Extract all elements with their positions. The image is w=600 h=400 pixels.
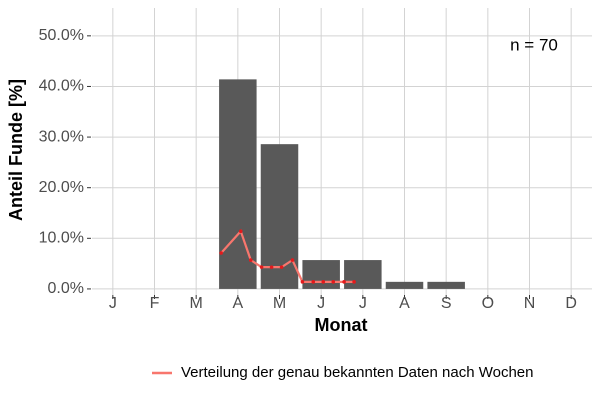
line-point bbox=[259, 265, 264, 269]
bar bbox=[427, 281, 465, 289]
y-tick-label: 30.0% bbox=[39, 128, 84, 145]
x-tick-label: J bbox=[359, 295, 367, 312]
line-point bbox=[342, 280, 346, 284]
line-point bbox=[290, 258, 295, 262]
x-tick-label: S bbox=[441, 295, 452, 312]
line-point bbox=[238, 229, 243, 234]
x-tick-label: A bbox=[399, 295, 410, 312]
line-point bbox=[311, 280, 316, 284]
line-point bbox=[219, 251, 223, 255]
line-point bbox=[248, 258, 253, 262]
line-point bbox=[300, 280, 305, 284]
bar bbox=[385, 281, 424, 289]
bar bbox=[260, 144, 299, 289]
line-point bbox=[269, 265, 274, 269]
x-axis-label: Monat bbox=[315, 315, 368, 335]
line-point bbox=[331, 280, 336, 284]
y-tick-label: 40.0% bbox=[39, 78, 84, 95]
x-tick-label: M bbox=[190, 295, 203, 312]
y-tick-label: 0.0% bbox=[48, 280, 84, 297]
x-tick-label: M bbox=[273, 295, 286, 312]
legend-label: Verteilung der genau bekannten Daten nac… bbox=[181, 364, 534, 381]
line-point bbox=[352, 280, 356, 284]
annotation: n = 70 bbox=[510, 35, 558, 54]
y-tick-label: 10.0% bbox=[39, 230, 84, 247]
x-tick-label: O bbox=[482, 295, 494, 312]
line-point bbox=[321, 280, 326, 284]
x-tick-label: D bbox=[565, 295, 577, 312]
y-tick-label: 20.0% bbox=[39, 179, 84, 196]
x-tick-label: J bbox=[317, 295, 325, 312]
x-tick-label: N bbox=[524, 295, 536, 312]
bar bbox=[302, 260, 340, 289]
x-tick-label: A bbox=[232, 295, 243, 312]
bar bbox=[219, 79, 257, 289]
y-tick-label: 50.0% bbox=[39, 27, 84, 44]
y-axis-label: Anteil Funde [%] bbox=[6, 79, 26, 221]
x-tick-label: F bbox=[150, 295, 160, 312]
x-tick-label: J bbox=[109, 295, 117, 312]
line-point bbox=[279, 265, 284, 269]
bar bbox=[344, 260, 382, 289]
